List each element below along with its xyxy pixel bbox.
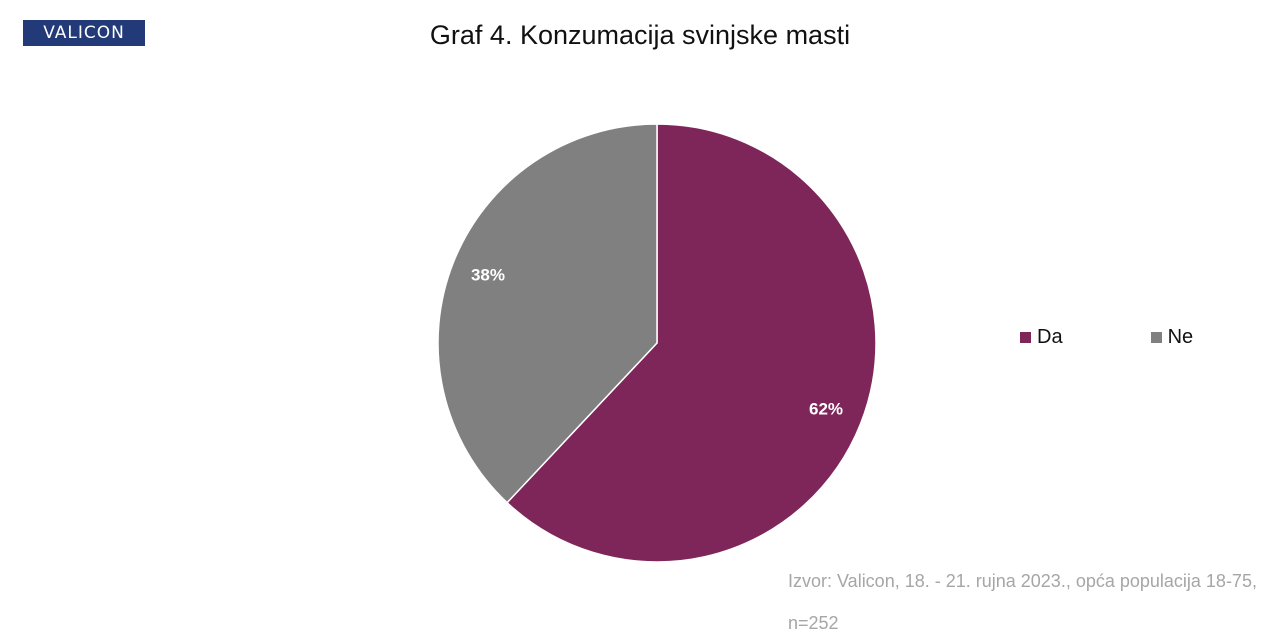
legend-label-ne: Ne <box>1167 326 1194 348</box>
source-line-2: n=252 <box>788 613 839 633</box>
legend-item-ne: Ne <box>1150 326 1194 349</box>
legend-item-da: Da <box>1020 326 1063 349</box>
legend-swatch-ne <box>1150 332 1162 343</box>
legend-swatch-da <box>1020 332 1031 343</box>
data-label-da: 62% <box>809 399 843 418</box>
valicon-logo: VALICON <box>23 20 145 46</box>
pie-slice-ne <box>437 123 658 504</box>
pie-slice-da <box>506 123 877 563</box>
data-label-ne: 38% <box>471 266 505 285</box>
chart-legend: Da Ne <box>1020 326 1193 349</box>
source-line-1: Izvor: Valicon, 18. - 21. rujna 2023., o… <box>788 571 1257 591</box>
source-note: Izvor: Valicon, 18. - 21. rujna 2023., o… <box>788 560 1268 644</box>
legend-label-da: Da <box>1037 326 1063 348</box>
chart-title: Graf 4. Konzumacija svinjske masti <box>429 20 851 50</box>
